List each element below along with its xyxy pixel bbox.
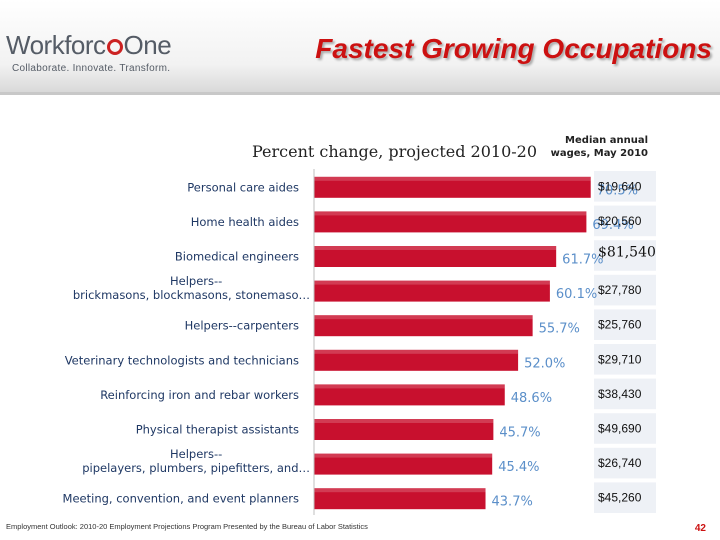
wage-cell-background — [594, 240, 656, 271]
bar — [314, 280, 550, 302]
category-label: Biomedical engineers — [175, 250, 299, 264]
bar-highlight — [314, 211, 587, 216]
wages-column-header: Median annual wages, May 2010 — [550, 135, 648, 159]
wage-cell-background — [594, 378, 656, 410]
bar-highlight — [314, 384, 505, 389]
logo-text-part2: One — [123, 30, 172, 60]
bar — [314, 211, 587, 233]
wage-cell-background — [594, 413, 656, 444]
bar — [314, 315, 533, 337]
bar — [314, 176, 591, 198]
wage-value: $38,430 — [598, 387, 642, 401]
wage-cell-background — [594, 447, 656, 479]
value-label: 43.7% — [492, 495, 533, 510]
bar-highlight — [314, 453, 493, 458]
value-label: 69.4% — [592, 218, 633, 233]
bar — [314, 419, 494, 440]
category-label-line2: brickmasons, blockmasons, stonemaso… — [73, 288, 310, 302]
value-label: 48.6% — [511, 391, 552, 406]
bar — [314, 349, 519, 371]
wage-value: $45,260 — [598, 491, 642, 505]
bar-highlight — [314, 176, 591, 181]
header-divider — [0, 92, 720, 95]
category-label: Helpers--carpenters — [185, 319, 299, 333]
logo-text-part1: Workforc — [6, 30, 106, 60]
wage-value: $49,690 — [598, 422, 642, 436]
wage-value: $19,640 — [598, 179, 642, 193]
bar — [314, 453, 493, 475]
category-label-line1: Helpers-- — [170, 447, 222, 461]
wage-cell-background — [594, 344, 656, 375]
bar-highlight — [314, 419, 494, 423]
bar-highlight — [314, 280, 550, 285]
category-label: Physical therapist assistants — [136, 423, 299, 437]
gear-icon — [106, 39, 123, 55]
wage-cell-background — [594, 309, 656, 340]
workforce-one-logo: Workforc One Collaborate. Innovate. Trans… — [6, 30, 172, 74]
category-label: Veterinary technologists and technicians — [65, 353, 299, 367]
logo-wordmark: Workforc One — [6, 30, 172, 61]
category-label: Meeting, convention, and event planners — [63, 492, 299, 506]
category-label: Home health aides — [191, 215, 299, 229]
wage-value: $29,710 — [598, 352, 642, 366]
bar — [314, 384, 505, 406]
wage-cell-background — [594, 171, 656, 202]
chart-subtitle: Percent change, projected 2010-20 — [252, 142, 538, 161]
bar-highlight — [314, 315, 533, 320]
bar-highlight — [314, 349, 519, 354]
wage-value: $27,780 — [598, 283, 642, 297]
bar — [314, 488, 486, 510]
category-label-line2: pipelayers, plumbers, pipefitters, and… — [82, 461, 310, 475]
logo-tagline: Collaborate. Innovate. Transform. — [12, 63, 171, 74]
value-label: 55.7% — [539, 322, 580, 337]
wage-value: $26,740 — [598, 456, 642, 470]
wage-value: $25,760 — [598, 318, 642, 332]
value-label: 45.4% — [498, 460, 539, 475]
bar-highlight — [314, 246, 557, 250]
page-number: 42 — [694, 523, 706, 534]
category-label: Reinforcing iron and rebar workers — [100, 388, 299, 402]
value-label: 45.7% — [499, 426, 540, 441]
wage-cell-background — [594, 205, 656, 237]
value-label: 61.7% — [562, 253, 603, 268]
value-label: 52.0% — [524, 356, 565, 371]
category-label: Personal care aides — [187, 180, 299, 194]
bar — [314, 246, 557, 267]
wage-cell-background — [594, 274, 656, 306]
value-label: 60.1% — [556, 287, 597, 302]
category-label-line1: Helpers-- — [170, 274, 222, 288]
wage-value: $20,560 — [598, 214, 642, 228]
wage-value: $81,540 — [598, 245, 656, 261]
slide-title: Fastest Growing Occupations — [315, 33, 712, 64]
footer-source: Employment Outlook: 2010-20 Employment P… — [6, 522, 368, 531]
bar-highlight — [314, 488, 486, 493]
value-label: 70.5% — [597, 183, 638, 198]
wage-cell-background — [594, 482, 656, 513]
